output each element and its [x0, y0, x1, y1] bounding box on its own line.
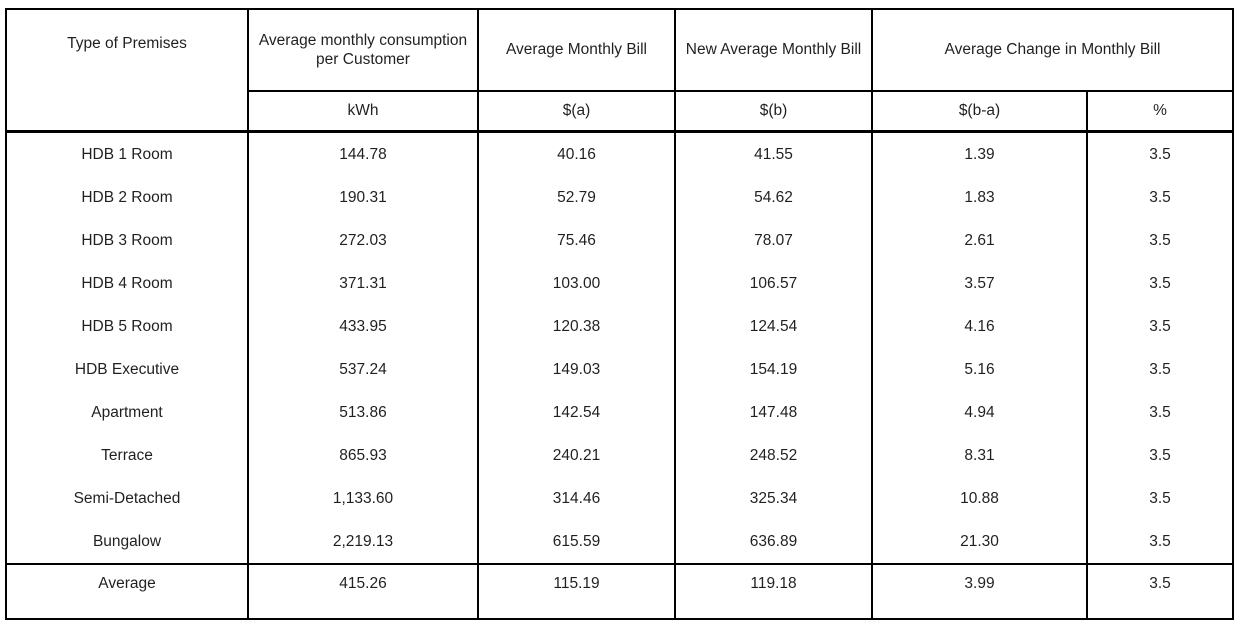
cell-bill-a: 40.16 [477, 131, 676, 176]
unit-dollar-b-minus-a: $(b-a) [871, 90, 1088, 133]
cell-change-amt: 10.88 [871, 477, 1088, 520]
cell-kwh: 433.95 [247, 305, 479, 348]
cell-kwh: 513.86 [247, 391, 479, 434]
cell-premises: HDB Executive [5, 348, 249, 391]
table-row: HDB 2 Room 190.31 52.79 54.62 1.83 3.5 [5, 176, 1235, 219]
tariff-table-container: Type of Premises Average monthly consump… [5, 8, 1235, 620]
cell-change-amt: 3.57 [871, 262, 1088, 305]
table-header: Type of Premises Average monthly consump… [5, 8, 1235, 133]
cell-change-pct: 3.5 [1085, 262, 1235, 305]
cell-premises: HDB 3 Room [5, 219, 249, 262]
cell-bill-b: 147.48 [674, 391, 873, 434]
unit-percent: % [1085, 90, 1235, 133]
table-row: HDB 5 Room 433.95 120.38 124.54 4.16 3.5 [5, 305, 1235, 348]
header-new-avg-monthly-bill: New Average Monthly Bill [674, 8, 873, 92]
cell-kwh: 190.31 [247, 176, 479, 219]
cell-change-pct: 3.5 [1085, 563, 1235, 620]
cell-change-pct: 3.5 [1085, 131, 1235, 176]
cell-kwh: 371.31 [247, 262, 479, 305]
cell-bill-a: 142.54 [477, 391, 676, 434]
cell-premises: HDB 1 Room [5, 131, 249, 176]
cell-bill-a: 103.00 [477, 262, 676, 305]
cell-bill-b: 119.18 [674, 563, 873, 620]
unit-dollar-a: $(a) [477, 90, 676, 133]
cell-bill-b: 636.89 [674, 520, 873, 564]
cell-kwh: 865.93 [247, 434, 479, 477]
table-row: HDB Executive 537.24 149.03 154.19 5.16 … [5, 348, 1235, 391]
cell-change-amt: 4.94 [871, 391, 1088, 434]
cell-bill-a: 115.19 [477, 563, 676, 620]
cell-change-pct: 3.5 [1085, 219, 1235, 262]
cell-change-amt: 4.16 [871, 305, 1088, 348]
cell-premises: Apartment [5, 391, 249, 434]
cell-bill-b: 154.19 [674, 348, 873, 391]
table-row: HDB 4 Room 371.31 103.00 106.57 3.57 3.5 [5, 262, 1235, 305]
cell-change-pct: 3.5 [1085, 391, 1235, 434]
cell-change-amt: 3.99 [871, 563, 1088, 620]
header-row-units: kWh $(a) $(b) $(b-a) % [6, 90, 1235, 133]
cell-kwh: 1,133.60 [247, 477, 479, 520]
cell-change-amt: 1.39 [871, 131, 1088, 176]
average-row: Average 415.26 115.19 119.18 3.99 3.5 [5, 563, 1235, 620]
cell-change-amt: 1.83 [871, 176, 1088, 219]
cell-premises: Terrace [5, 434, 249, 477]
cell-change-pct: 3.5 [1085, 477, 1235, 520]
cell-change-amt: 5.16 [871, 348, 1088, 391]
cell-change-pct: 3.5 [1085, 520, 1235, 564]
header-avg-consumption: Average monthly consumption per Customer [247, 8, 479, 92]
table-body: HDB 1 Room 144.78 40.16 41.55 1.39 3.5 H… [5, 131, 1235, 620]
cell-change-pct: 3.5 [1085, 348, 1235, 391]
cell-bill-a: 615.59 [477, 520, 676, 564]
table-row: Bungalow 2,219.13 615.59 636.89 21.30 3.… [5, 520, 1235, 564]
header-row-main: Type of Premises Average monthly consump… [5, 8, 1235, 133]
cell-bill-b: 78.07 [674, 219, 873, 262]
table-row: HDB 3 Room 272.03 75.46 78.07 2.61 3.5 [5, 219, 1235, 262]
cell-change-amt: 21.30 [871, 520, 1088, 564]
cell-premises: Average [5, 563, 249, 620]
cell-change-amt: 8.31 [871, 434, 1088, 477]
tariff-table: Type of Premises Average monthly consump… [5, 8, 1235, 620]
table-row: HDB 1 Room 144.78 40.16 41.55 1.39 3.5 [5, 131, 1235, 176]
header-avg-monthly-bill: Average Monthly Bill [477, 8, 676, 92]
unit-kwh: kWh [247, 90, 479, 133]
cell-kwh: 537.24 [247, 348, 479, 391]
cell-bill-b: 325.34 [674, 477, 873, 520]
cell-kwh: 2,219.13 [247, 520, 479, 564]
table-row: Terrace 865.93 240.21 248.52 8.31 3.5 [5, 434, 1235, 477]
cell-change-pct: 3.5 [1085, 305, 1235, 348]
cell-premises: HDB 2 Room [5, 176, 249, 219]
cell-bill-b: 124.54 [674, 305, 873, 348]
cell-premises: Bungalow [5, 520, 249, 564]
cell-bill-b: 106.57 [674, 262, 873, 305]
cell-kwh: 415.26 [247, 563, 479, 620]
header-avg-change: Average Change in Monthly Bill [870, 8, 1235, 92]
cell-change-pct: 3.5 [1085, 176, 1235, 219]
cell-kwh: 144.78 [247, 131, 479, 176]
cell-bill-b: 41.55 [674, 131, 873, 176]
table-row: Apartment 513.86 142.54 147.48 4.94 3.5 [5, 391, 1235, 434]
table-row: Semi-Detached 1,133.60 314.46 325.34 10.… [5, 477, 1235, 520]
unit-dollar-b: $(b) [674, 90, 873, 133]
cell-change-pct: 3.5 [1085, 434, 1235, 477]
cell-bill-a: 314.46 [477, 477, 676, 520]
cell-change-amt: 2.61 [871, 219, 1088, 262]
cell-bill-a: 120.38 [477, 305, 676, 348]
cell-kwh: 272.03 [247, 219, 479, 262]
header-type-of-premises: Type of Premises [5, 8, 249, 133]
cell-premises: HDB 4 Room [5, 262, 249, 305]
cell-bill-b: 248.52 [674, 434, 873, 477]
cell-premises: HDB 5 Room [5, 305, 249, 348]
cell-bill-a: 75.46 [477, 219, 676, 262]
cell-bill-b: 54.62 [674, 176, 873, 219]
cell-premises: Semi-Detached [5, 477, 249, 520]
cell-bill-a: 52.79 [477, 176, 676, 219]
cell-bill-a: 149.03 [477, 348, 676, 391]
cell-bill-a: 240.21 [477, 434, 676, 477]
